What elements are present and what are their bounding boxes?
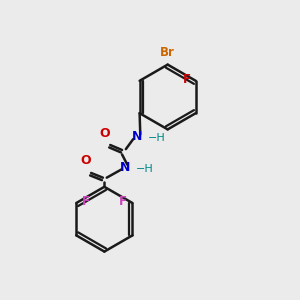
- Text: O: O: [80, 154, 91, 167]
- Text: O: O: [99, 127, 110, 140]
- Text: N: N: [132, 130, 142, 143]
- Text: −H: −H: [148, 133, 166, 143]
- Text: F: F: [119, 195, 127, 208]
- Text: F: F: [182, 73, 190, 86]
- Text: N: N: [120, 160, 130, 174]
- Text: F: F: [82, 195, 90, 208]
- Text: Br: Br: [160, 46, 175, 59]
- Text: −H: −H: [136, 164, 154, 173]
